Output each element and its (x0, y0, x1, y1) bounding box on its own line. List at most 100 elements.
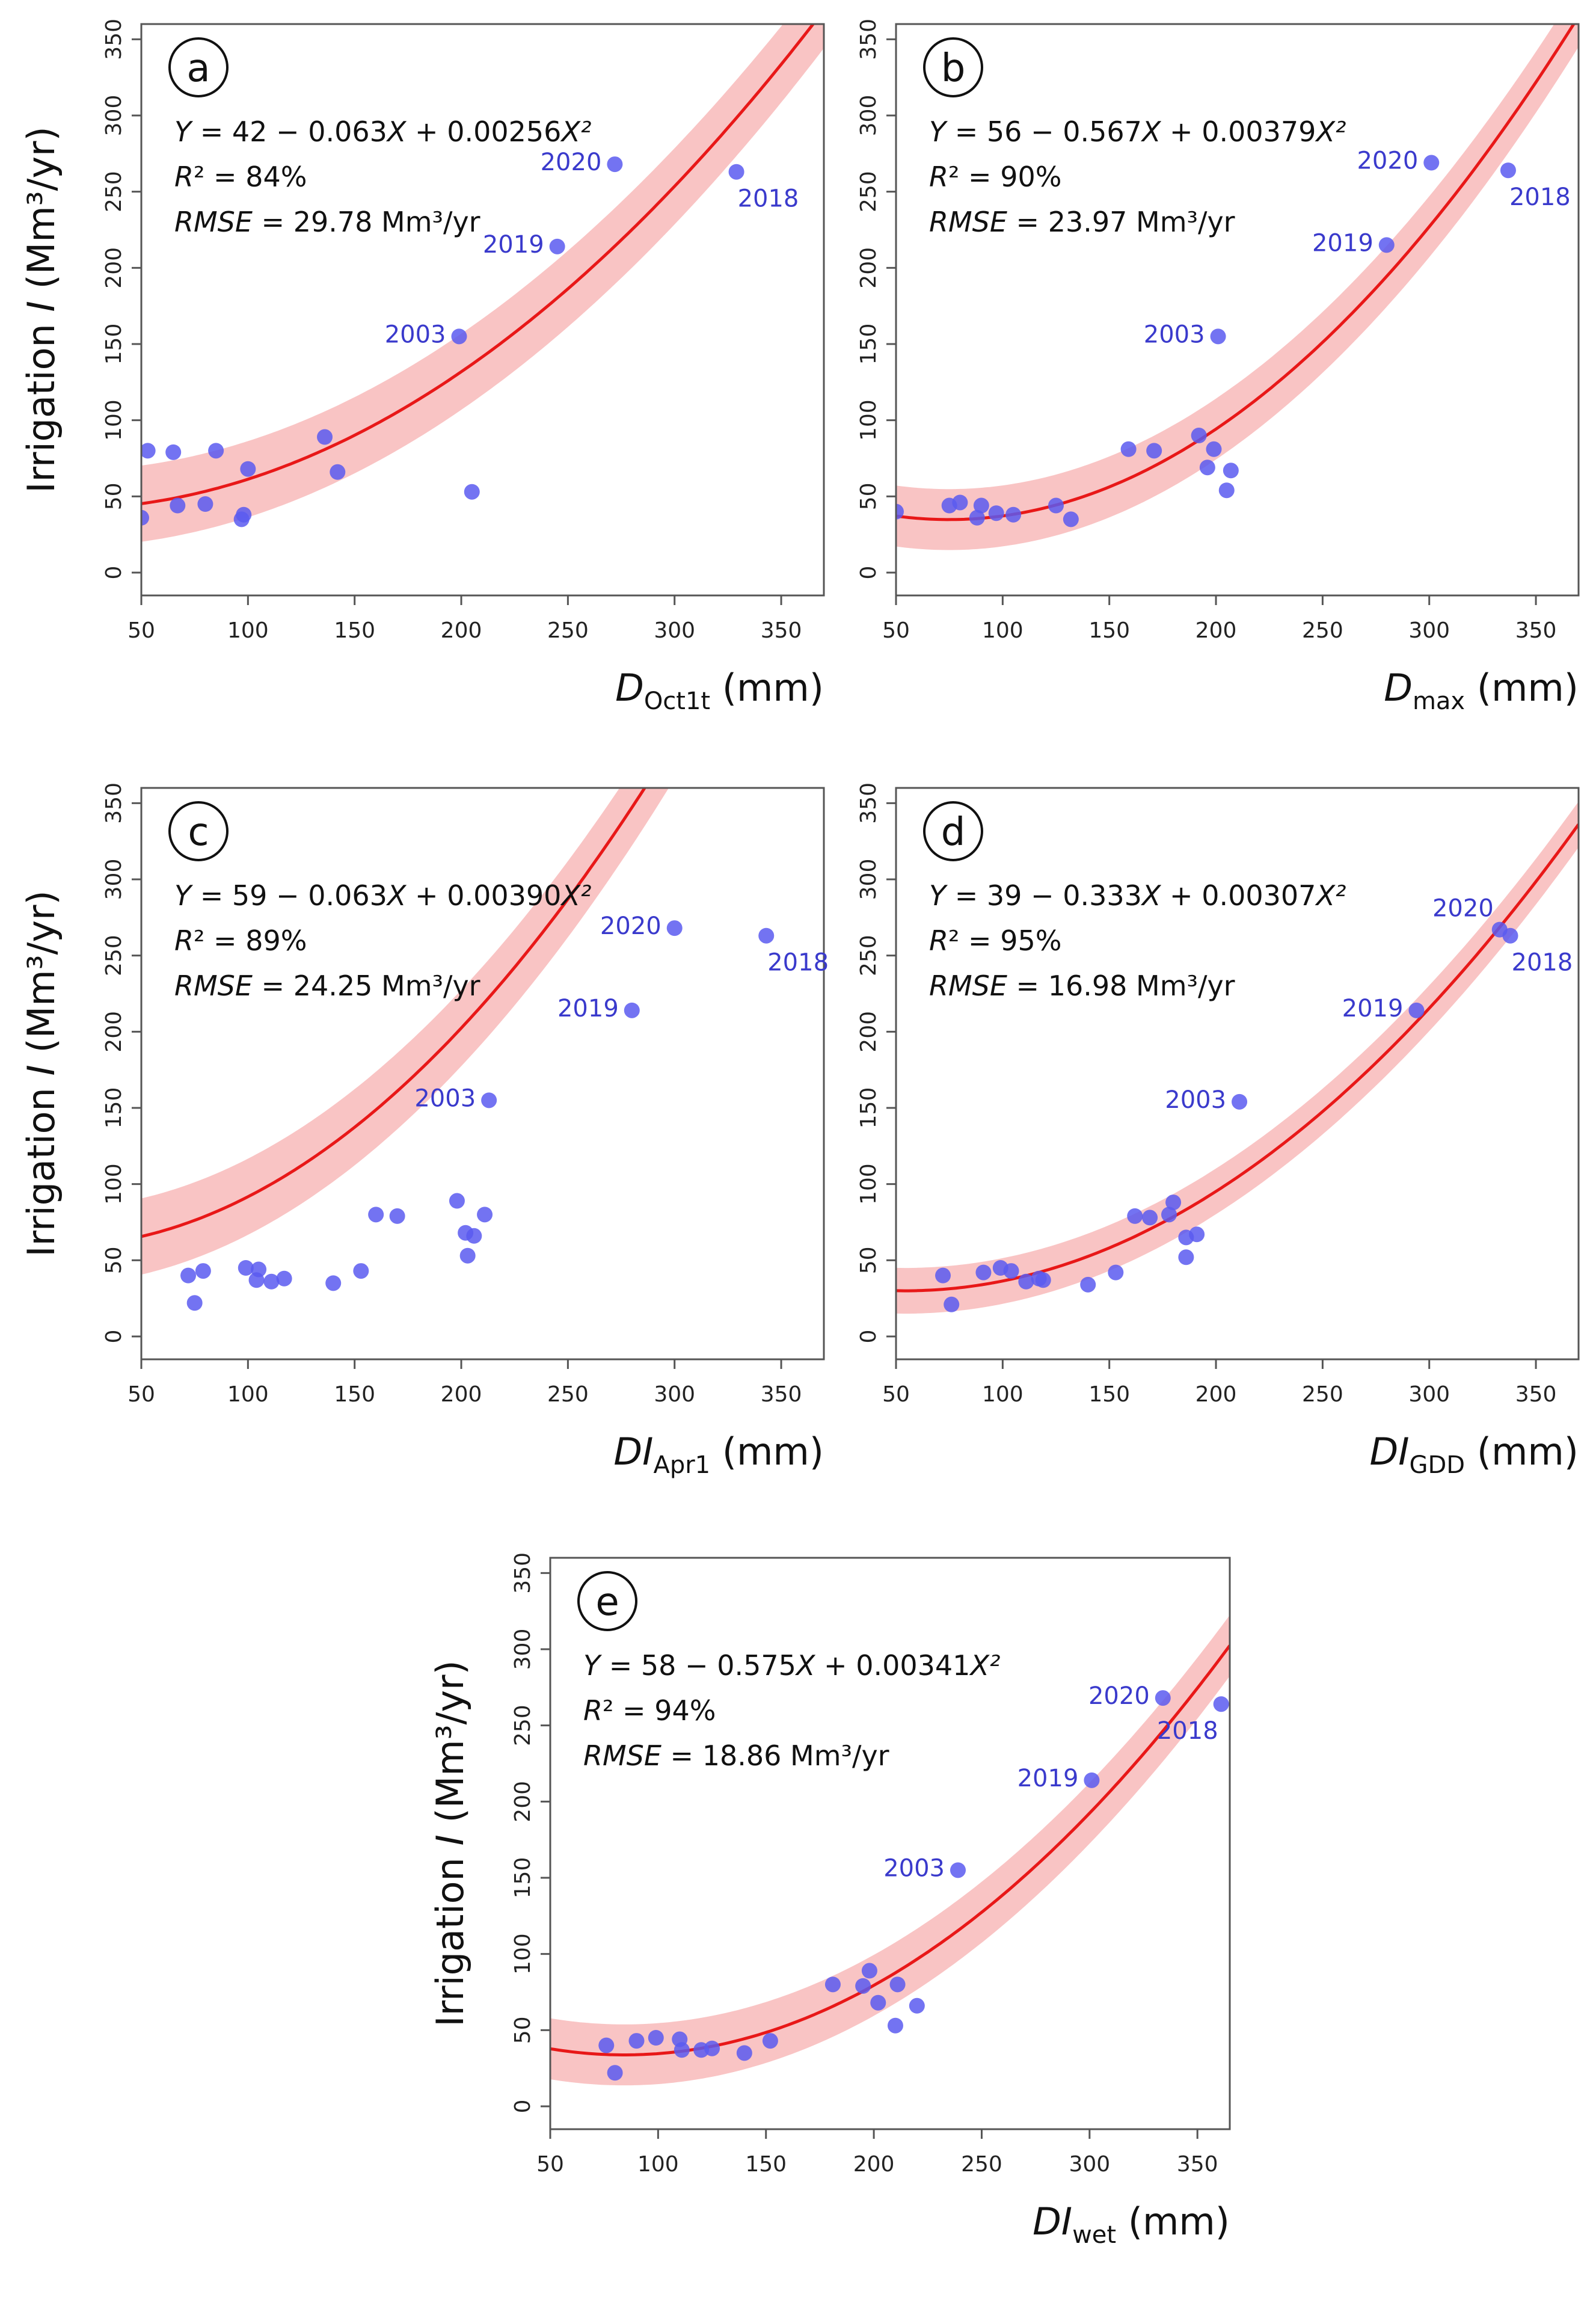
y-tick-label: 250 (102, 935, 126, 976)
data-point (466, 1228, 482, 1244)
x-tick-label: 150 (334, 618, 375, 643)
year-label: 2003 (1144, 321, 1205, 348)
y-tick-label: 50 (856, 482, 881, 510)
data-point (988, 505, 1004, 521)
confidence-band (896, 801, 1579, 1314)
rmse: RMSE = 29.78 Mm³/yr (174, 206, 480, 238)
y-tick-label: 150 (511, 1857, 535, 1899)
year-label: 2003 (883, 1854, 945, 1882)
confidence-band (141, 24, 824, 542)
data-point (944, 1296, 960, 1312)
data-point (674, 2042, 690, 2058)
y-tick-label: 100 (856, 1163, 881, 1205)
data-point (325, 1275, 342, 1291)
fit-equation: Y = 42 − 0.063X + 0.00256X² (174, 115, 591, 148)
data-point (1165, 1195, 1182, 1211)
x-tick-label: 250 (1302, 618, 1343, 643)
rmse: RMSE = 18.86 Mm³/yr (583, 1739, 889, 1772)
y-tick-label: 200 (102, 247, 126, 289)
plot-area (896, 801, 1579, 1314)
x-tick-label: 200 (441, 1382, 482, 1407)
year-label: 2019 (1017, 1765, 1079, 1792)
data-point (1146, 443, 1162, 459)
x-tick-label: 300 (1408, 1382, 1450, 1407)
data-point (598, 2037, 615, 2053)
data-point (1048, 497, 1064, 514)
panel-letter: c (188, 810, 209, 855)
x-tick-label: 350 (761, 618, 802, 643)
fit-curve (141, 788, 647, 1238)
panel-letter: e (595, 1580, 619, 1625)
panel-letter-circle (577, 1571, 637, 1631)
y-tick-label: 300 (102, 859, 126, 900)
data-point (1232, 1093, 1248, 1110)
x-tick-label: 300 (1069, 2152, 1110, 2177)
data-point (975, 1264, 992, 1281)
year-label: 2018 (738, 185, 799, 213)
r-squared: R² = 90% (929, 161, 1061, 193)
x-tick-label: 350 (1177, 2152, 1218, 2177)
data-point (368, 1207, 384, 1223)
data-point (180, 1267, 197, 1284)
data-point (263, 1273, 280, 1290)
data-point (762, 2033, 778, 2049)
fit-curve (896, 823, 1579, 1293)
fit-equation: Y = 39 − 0.333X + 0.00307X² (929, 879, 1346, 912)
data-point (1500, 162, 1516, 179)
y-tick-label: 100 (102, 399, 126, 441)
data-point (889, 1976, 906, 1993)
year-label: 2003 (414, 1084, 476, 1112)
x-tick-label: 50 (536, 2152, 564, 2177)
y-axis-label: Irrigation I (Mm³/yr) (19, 126, 63, 493)
data-point (1502, 927, 1518, 944)
data-point (861, 1963, 877, 1979)
data-point (935, 1267, 951, 1284)
panel-b: 50 100 150 200 250 300 350 0 50 100 150 200 250 300 35… (856, 19, 1580, 715)
x-axis-label: DIwet (mm) (1033, 2200, 1230, 2249)
year-label: 2003 (1165, 1086, 1226, 1114)
data-point (236, 506, 252, 523)
x-tick-label: 50 (882, 618, 910, 643)
plot-frame (895, 23, 1580, 597)
r-squared: R² = 89% (174, 924, 307, 957)
data-point (170, 497, 186, 514)
data-point (549, 238, 565, 254)
y-tick-label: 50 (511, 2016, 535, 2044)
data-point (1005, 506, 1022, 523)
y-tick-label: 200 (856, 247, 881, 289)
data-point (973, 497, 989, 514)
data-point (1218, 482, 1235, 499)
data-point (952, 494, 968, 511)
y-tick-label: 250 (511, 1705, 535, 1746)
y-axis-label: Irrigation I (Mm³/yr) (428, 1660, 472, 2026)
y-tick-label: 300 (102, 95, 126, 137)
r-squared: R² = 95% (929, 924, 1061, 957)
data-point (736, 2045, 752, 2061)
y-tick-label: 100 (511, 1933, 535, 1975)
data-point (1063, 511, 1079, 527)
data-point (477, 1207, 493, 1223)
x-tick-label: 150 (334, 1382, 375, 1407)
year-label: 2019 (483, 231, 544, 259)
data-point (1199, 460, 1215, 476)
data-point (1155, 1690, 1171, 1706)
y-tick-label: 150 (102, 324, 126, 365)
x-tick-label: 250 (547, 1382, 589, 1407)
data-point (704, 2040, 720, 2056)
data-point (186, 1295, 203, 1311)
data-point (1120, 441, 1137, 457)
data-point (449, 1193, 465, 1209)
y-tick-label: 50 (102, 482, 126, 510)
x-axis-label: Dmax (mm) (1384, 666, 1579, 715)
data-point (1210, 328, 1226, 345)
x-tick-label: 50 (882, 1382, 910, 1407)
x-tick-label: 350 (761, 1382, 802, 1407)
data-point (1080, 1276, 1096, 1293)
x-tick-label: 100 (982, 1382, 1024, 1407)
year-label: 2018 (1512, 949, 1573, 977)
data-point (389, 1208, 405, 1224)
panel-d: 50 100 150 200 250 300 350 0 50 100 150 200 250 300 35… (856, 783, 1580, 1479)
data-point (1189, 1226, 1205, 1243)
data-point (1142, 1210, 1158, 1226)
